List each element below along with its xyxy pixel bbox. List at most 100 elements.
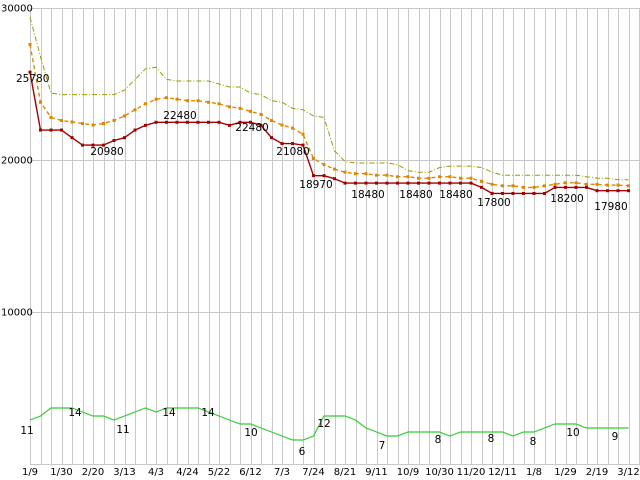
lowest-price-marker xyxy=(490,191,494,195)
y-axis-labels: 10000 20000 30000 xyxy=(1,4,33,319)
average-price-marker xyxy=(469,176,473,180)
price-label: 17800 xyxy=(477,197,510,209)
average-price-marker xyxy=(532,185,536,189)
lowest-price-marker xyxy=(312,174,315,178)
average-price-marker xyxy=(375,173,378,177)
lowest-price-marker xyxy=(112,139,116,143)
x-tick-label: 8/21 xyxy=(334,467,356,478)
store-count-label: 11 xyxy=(20,425,33,437)
x-tick-label: 12/11 xyxy=(488,467,517,478)
average-price-marker xyxy=(364,172,368,176)
lowest-price-marker xyxy=(238,120,242,124)
average-price-marker xyxy=(553,182,557,186)
x-tick-label: 1/8 xyxy=(526,467,542,478)
average-price-marker xyxy=(133,108,137,112)
lowest-price-marker xyxy=(585,185,588,189)
average-price-marker xyxy=(301,132,305,136)
average-price-marker xyxy=(259,112,263,116)
x-tick-label: 1/30 xyxy=(50,467,72,478)
average-price-marker xyxy=(270,118,273,122)
average-price-marker xyxy=(574,181,578,185)
price-label: 25780 xyxy=(16,73,49,85)
average-price-marker xyxy=(60,118,63,122)
price-label: 21080 xyxy=(276,146,309,158)
lowest-price-marker xyxy=(417,181,420,185)
store-count-line xyxy=(29,407,629,441)
average-price-marker xyxy=(123,114,126,118)
lowest-price-marker xyxy=(165,120,168,124)
x-tick-label: 3/13 xyxy=(113,467,135,478)
series-lowest-price xyxy=(28,70,630,195)
store-count-label: 10 xyxy=(566,427,579,439)
x-tick-label: 11/20 xyxy=(457,467,486,478)
x-tick-label: 9/11 xyxy=(365,467,387,478)
x-tick-label: 1/9 xyxy=(22,467,38,478)
average-price-marker xyxy=(385,173,389,177)
average-price-marker xyxy=(175,97,179,101)
average-price-marker xyxy=(616,183,620,187)
average-price-marker xyxy=(291,126,294,130)
average-price-marker xyxy=(280,123,284,127)
lowest-price-marker xyxy=(459,181,462,185)
lowest-price-marker xyxy=(217,120,221,124)
average-price-marker xyxy=(564,181,567,185)
x-tick-label: 10/9 xyxy=(397,467,419,478)
average-price-marker xyxy=(448,175,452,179)
lowest-price-marker xyxy=(144,123,147,127)
average-price-marker xyxy=(228,105,231,109)
average-price-marker xyxy=(459,176,462,180)
lowest-price-marker xyxy=(280,142,284,146)
lowest-price-marker xyxy=(154,120,158,124)
lowest-price-marker xyxy=(574,185,578,189)
average-price-marker xyxy=(186,99,189,103)
average-price-marker xyxy=(480,179,483,183)
lowest-price-marker xyxy=(186,120,189,124)
x-axis-labels: 1/9 1/30 2/20 3/13 4/3 4/24 5/22 6/12 7/3 7/24 8/2… xyxy=(22,467,640,478)
store-count-label: 12 xyxy=(317,418,330,430)
lowest-price-marker xyxy=(207,120,210,124)
lowest-price-marker xyxy=(354,181,357,185)
series-store-count xyxy=(29,407,629,441)
average-price-marker xyxy=(81,122,84,126)
price-label: 17980 xyxy=(594,201,627,213)
y-tick-label: 20000 xyxy=(1,156,33,167)
lowest-price-marker xyxy=(196,120,200,124)
x-tick-label: 6/12 xyxy=(239,467,261,478)
lowest-price-marker xyxy=(448,181,452,185)
price-label: 18970 xyxy=(299,179,332,191)
price-labels: 25780 20980 22480 22480 21080 18970 18480 18480… xyxy=(16,73,628,213)
price-label: 22480 xyxy=(163,110,196,122)
lowest-price-marker xyxy=(553,185,557,189)
average-price-line xyxy=(29,44,629,189)
price-label: 18480 xyxy=(439,189,472,201)
lowest-price-marker xyxy=(616,189,620,193)
lowest-price-marker xyxy=(606,189,609,193)
average-price-marker xyxy=(207,100,210,104)
lowest-price-marker xyxy=(91,143,95,147)
average-price-marker xyxy=(543,184,546,188)
x-tick-label: 4/24 xyxy=(176,467,198,478)
x-tick-label: 5/22 xyxy=(208,467,230,478)
average-price-marker xyxy=(39,100,42,104)
x-tick-label: 10/30 xyxy=(425,467,454,478)
average-price-marker xyxy=(322,163,326,167)
store-count-label: 8 xyxy=(488,433,495,445)
lowest-price-marker xyxy=(81,143,84,147)
average-price-marker xyxy=(627,184,630,188)
lowest-price-marker xyxy=(60,128,63,132)
lowest-price-marker xyxy=(564,185,567,189)
average-price-marker xyxy=(144,102,147,106)
series-highest-price xyxy=(29,16,629,181)
lowest-price-marker xyxy=(364,181,368,185)
lowest-price-marker xyxy=(543,191,546,195)
x-tick-label: 2/19 xyxy=(586,467,608,478)
lowest-price-marker xyxy=(595,189,599,193)
price-label: 20980 xyxy=(90,146,123,158)
average-price-marker xyxy=(490,182,494,186)
lowest-price-marker xyxy=(39,128,42,132)
price-label: 18480 xyxy=(351,189,384,201)
lowest-price-marker xyxy=(396,181,399,185)
